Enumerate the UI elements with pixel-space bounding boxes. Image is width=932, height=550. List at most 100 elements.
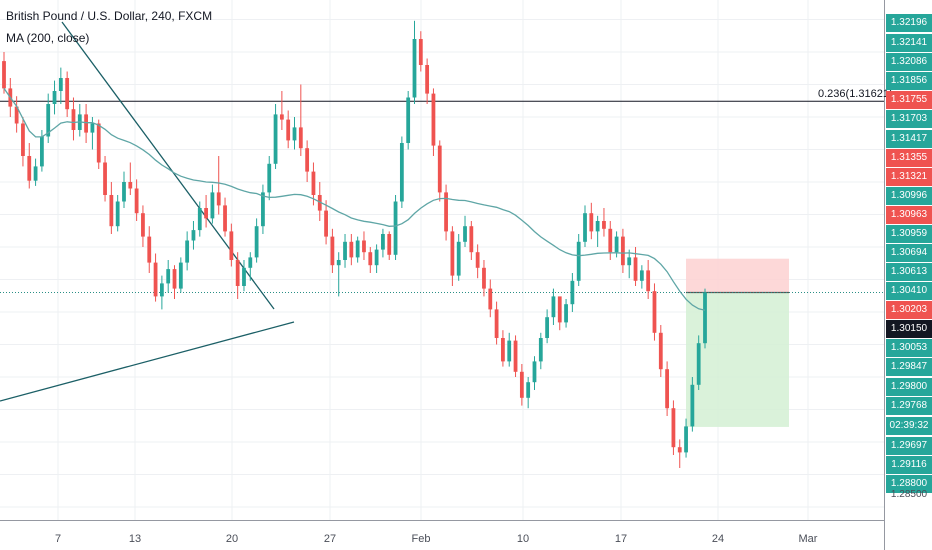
price-tag: 1.30613 — [886, 263, 932, 281]
price-tag: 1.32086 — [886, 53, 932, 71]
price-tag: 1.31321 — [886, 168, 932, 186]
candle-body — [153, 262, 158, 297]
candle-body — [134, 188, 139, 214]
candle-body — [608, 228, 613, 253]
candle-body — [399, 143, 404, 202]
candle-body — [406, 97, 411, 143]
candle-body — [33, 166, 38, 181]
price-tag: 1.31703 — [886, 110, 932, 128]
candle-body — [690, 384, 695, 427]
axes — [0, 0, 885, 550]
candle-body — [658, 332, 663, 370]
bar-countdown: 02:39:32 — [886, 417, 932, 435]
candle-body — [633, 257, 638, 281]
candle-body — [545, 317, 550, 338]
candle-body — [58, 78, 63, 91]
symbol-title[interactable]: British Pound / U.S. Dollar, 240, FXCM — [6, 9, 213, 23]
price-tag: 1.30410 — [886, 282, 932, 300]
time-tick-label: 10 — [516, 533, 530, 545]
candle-body — [128, 182, 133, 189]
candle-body — [349, 241, 354, 258]
candle-body — [210, 192, 215, 219]
candle-body — [115, 201, 120, 227]
candle-body — [65, 78, 70, 110]
candle-body — [526, 382, 531, 398]
indicator-legend[interactable]: MA (200, close) — [6, 31, 90, 45]
time-tick-label: Feb — [411, 533, 431, 545]
candle-body — [703, 292, 707, 344]
candle-body — [103, 162, 107, 195]
price-tag: 1.30203 — [886, 301, 932, 319]
candle-body — [665, 369, 670, 409]
candle-body — [84, 114, 88, 133]
candle-body — [39, 136, 44, 167]
candle-body — [305, 148, 310, 172]
candle-body — [374, 249, 379, 266]
candle-body — [298, 127, 303, 149]
candle-body — [456, 241, 461, 276]
candle-body — [223, 205, 227, 232]
candle-body — [330, 236, 335, 266]
price-tag: 1.30053 — [886, 339, 932, 357]
candle-body — [235, 260, 240, 286]
candle-body — [412, 39, 417, 98]
candle-body — [602, 221, 606, 229]
candle-body — [14, 106, 19, 124]
candle-body — [501, 338, 505, 362]
candle-body — [273, 114, 278, 164]
candle-body — [343, 241, 347, 260]
candle-body — [418, 39, 423, 65]
candle-body — [463, 226, 467, 242]
price-tag: 1.29768 — [886, 397, 932, 415]
stop-loss-zone — [686, 258, 789, 293]
price-tag: 1.30963 — [886, 206, 932, 224]
candle-body — [229, 231, 234, 260]
profit-target-zone — [686, 292, 789, 427]
candle-body — [324, 210, 328, 237]
candle-body — [27, 156, 32, 181]
candle-body — [671, 408, 676, 448]
candle-body — [261, 192, 265, 227]
candle-body — [362, 240, 366, 253]
candle-body — [109, 195, 114, 227]
candle-body — [381, 234, 385, 250]
candle-body — [286, 119, 291, 141]
moving-average-line — [3, 88, 706, 311]
price-tag: 1.30150 — [886, 320, 932, 338]
candle-body — [191, 230, 196, 241]
candle-body — [450, 231, 455, 276]
candle-body — [2, 61, 6, 89]
price-tag: 1.28800 — [886, 475, 932, 493]
price-tag: 1.31856 — [886, 72, 932, 90]
candle-body — [437, 145, 442, 193]
candle-body — [583, 213, 587, 242]
time-tick-label: 17 — [614, 533, 628, 545]
candle-body — [646, 270, 651, 292]
time-tick-label: 20 — [225, 533, 239, 545]
price-tag: 1.29116 — [886, 456, 932, 474]
price-tag: 1.31355 — [886, 149, 932, 167]
candle-body — [639, 270, 644, 281]
candle-body — [197, 208, 202, 231]
time-tick-label: Mar — [798, 533, 818, 545]
candle-body — [557, 296, 562, 323]
time-tick-label: 7 — [54, 533, 62, 545]
price-tag: 1.31417 — [886, 130, 932, 148]
candle-body — [614, 236, 619, 253]
price-tag: 1.32196 — [886, 14, 932, 32]
candle-body — [627, 257, 632, 266]
candle-body — [507, 340, 512, 362]
candle-body — [444, 192, 448, 232]
candle-body — [122, 182, 126, 202]
price-tag: 1.30959 — [886, 225, 932, 243]
time-tick-label: 27 — [323, 533, 337, 545]
candle-body — [595, 221, 600, 232]
price-tag: 1.31755 — [886, 91, 932, 109]
candle-body — [172, 269, 177, 289]
candle-body — [254, 226, 259, 258]
candle-body — [570, 280, 575, 305]
candle-body — [368, 252, 373, 266]
candle-body — [90, 123, 95, 133]
candle-body — [469, 226, 474, 253]
